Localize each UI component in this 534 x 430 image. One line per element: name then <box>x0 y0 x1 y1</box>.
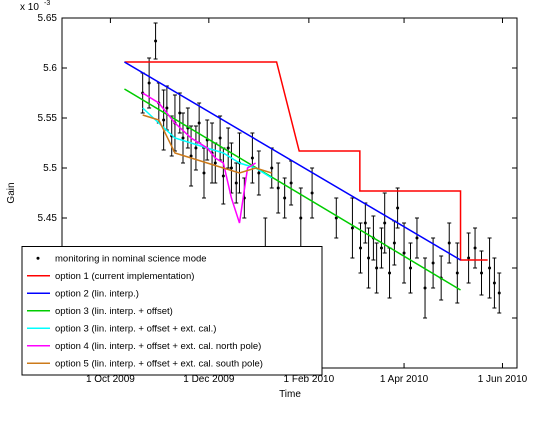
point <box>497 291 501 295</box>
point <box>257 171 261 175</box>
y-tick-label: 5.45 <box>38 213 58 224</box>
point <box>226 146 230 150</box>
point <box>178 111 182 115</box>
point <box>375 266 379 270</box>
legend-label: option 3 (lin. interp. + offset + ext. c… <box>55 323 216 334</box>
point <box>234 181 238 185</box>
point <box>447 241 451 245</box>
point <box>250 156 254 160</box>
y-tick-label: 5.6 <box>43 63 57 74</box>
point <box>299 216 303 220</box>
series-line <box>142 92 257 224</box>
legend-box <box>21 246 323 376</box>
series-line <box>142 114 272 174</box>
point <box>270 166 274 170</box>
point <box>383 221 387 225</box>
x-label: Time <box>279 389 301 400</box>
point <box>473 246 477 250</box>
point <box>218 136 222 140</box>
series-line <box>124 61 461 261</box>
point <box>189 154 193 158</box>
multiplier-exp: -3 <box>44 0 50 7</box>
point <box>467 256 471 260</box>
y-tick-label: 5.55 <box>38 113 58 124</box>
x-tick-label: 1 Jun 2010 <box>478 374 528 385</box>
y-tick-label: 5.5 <box>43 163 57 174</box>
point <box>392 241 396 245</box>
point <box>402 251 406 255</box>
legend-label: monitoring in nominal science mode <box>55 253 207 264</box>
series-line <box>124 61 488 261</box>
point <box>358 246 362 250</box>
point <box>283 196 287 200</box>
y-label: Gain <box>6 182 17 203</box>
point <box>202 171 206 175</box>
legend-marker <box>36 256 40 260</box>
point <box>334 216 338 220</box>
point <box>310 191 314 195</box>
legend-label: option 5 (lin. interp. + offset + ext. c… <box>55 358 263 369</box>
point <box>213 161 217 165</box>
point <box>154 39 158 43</box>
multiplier: x 10 <box>20 2 39 13</box>
x-tick-label: 1 Apr 2010 <box>380 374 429 385</box>
point <box>181 136 185 140</box>
point <box>289 181 293 185</box>
point <box>431 261 435 265</box>
legend-label: option 3 (lin. interp. + offset) <box>55 306 173 317</box>
legend-label: option 1 (current implementation) <box>55 271 194 282</box>
y-tick-label: 5.65 <box>38 13 58 24</box>
point <box>388 271 392 275</box>
point <box>194 146 198 150</box>
point <box>162 118 166 122</box>
point <box>396 206 400 210</box>
point <box>415 236 419 240</box>
legend-label: option 4 (lin. interp. + offset + ext. c… <box>55 341 261 352</box>
point <box>197 121 201 125</box>
point <box>165 106 169 110</box>
x-tick-label: 1 Dec 2009 <box>183 374 235 385</box>
point <box>455 271 459 275</box>
x-tick-label: 1 Feb 2010 <box>284 374 335 385</box>
point <box>492 281 496 285</box>
point <box>147 81 151 85</box>
point <box>409 266 413 270</box>
point <box>379 246 383 250</box>
point <box>480 271 484 275</box>
point <box>423 286 427 290</box>
point <box>363 221 367 225</box>
point <box>367 256 371 260</box>
point <box>488 266 492 270</box>
legend-label: option 2 (lin. interp.) <box>55 288 139 299</box>
point <box>350 226 354 230</box>
series-line <box>124 88 461 291</box>
point <box>276 186 280 190</box>
point <box>229 166 233 170</box>
point <box>221 174 225 178</box>
x-tick-label: 1 Oct 2009 <box>86 374 135 385</box>
